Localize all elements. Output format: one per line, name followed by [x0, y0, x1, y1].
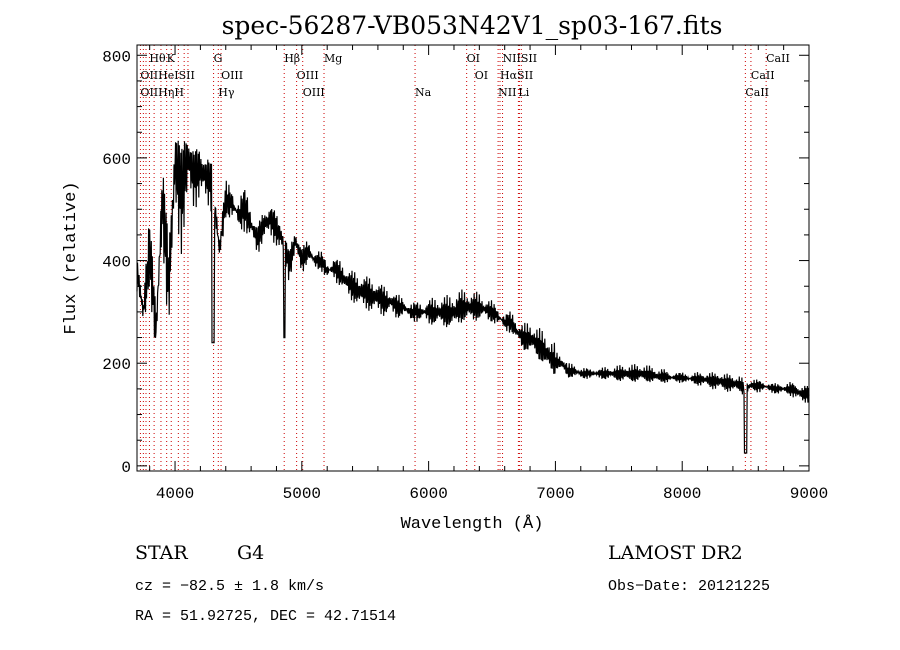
line-label: CaII	[751, 69, 775, 82]
line-label: CaII	[745, 86, 769, 99]
subclass: G4	[237, 542, 264, 564]
y-tick-label: 600	[102, 151, 131, 169]
line-labels: Hθ K G Hβ Mg OI NIISII CaII OIIHeISII OIII OIII OI H…	[140, 52, 789, 99]
y-tick-label: 200	[102, 356, 131, 374]
x-tick-label: 7000	[536, 485, 574, 503]
x-tick-label: 4000	[156, 485, 194, 503]
redshift-velocity: cz = −82.5 ± 1.8 km/s	[135, 578, 324, 595]
line-label: Hβ	[284, 52, 300, 65]
x-tick-label: 9000	[790, 485, 828, 503]
line-label: NII	[498, 86, 516, 99]
y-tick-label: 800	[102, 48, 131, 66]
y-tick-label: 0	[121, 459, 131, 477]
line-label: OIIHeISII	[140, 69, 194, 82]
plot-frame	[136, 44, 810, 472]
line-label: Mg	[324, 52, 342, 65]
line-label: OIII	[221, 69, 243, 82]
line-label: OI	[467, 52, 480, 65]
x-tick-label: 5000	[283, 485, 321, 503]
line-label: OIII	[297, 69, 319, 82]
line-label: G	[214, 52, 223, 65]
line-label: Hθ	[149, 52, 166, 65]
line-label: K	[167, 52, 176, 65]
chart-title: spec-56287-VB053N42V1_sp03-167.fits	[222, 11, 723, 40]
line-label: OI	[475, 69, 488, 82]
line-label: Li	[518, 86, 529, 99]
line-label: Hγ	[218, 86, 235, 99]
line-label: HαSII	[500, 69, 533, 82]
line-label: NIISII	[503, 52, 538, 65]
line-markers	[139, 45, 767, 471]
x-axis-label: Wavelength (Å)	[401, 515, 544, 534]
line-label: CaII	[766, 52, 790, 65]
y-tick-label: 400	[102, 254, 131, 272]
y-axis-label: Flux (relative)	[62, 181, 81, 334]
survey-name: LAMOST DR2	[608, 542, 743, 564]
x-axis: 4000 5000 6000 7000 8000 9000	[149, 45, 828, 503]
coordinates: RA = 51.92725, DEC = 42.71514	[135, 608, 396, 625]
line-label: Na	[415, 86, 432, 99]
object-class: STAR	[135, 542, 188, 564]
line-label: OIIHηH	[140, 86, 183, 99]
y-axis: 0 200 400 600 800	[102, 48, 809, 477]
x-tick-label: 8000	[663, 485, 701, 503]
observation-date: Obs−Date: 20121225	[608, 578, 770, 595]
line-label: OIII	[303, 86, 325, 99]
x-tick-label: 6000	[409, 485, 447, 503]
spectrum-line	[136, 140, 810, 454]
